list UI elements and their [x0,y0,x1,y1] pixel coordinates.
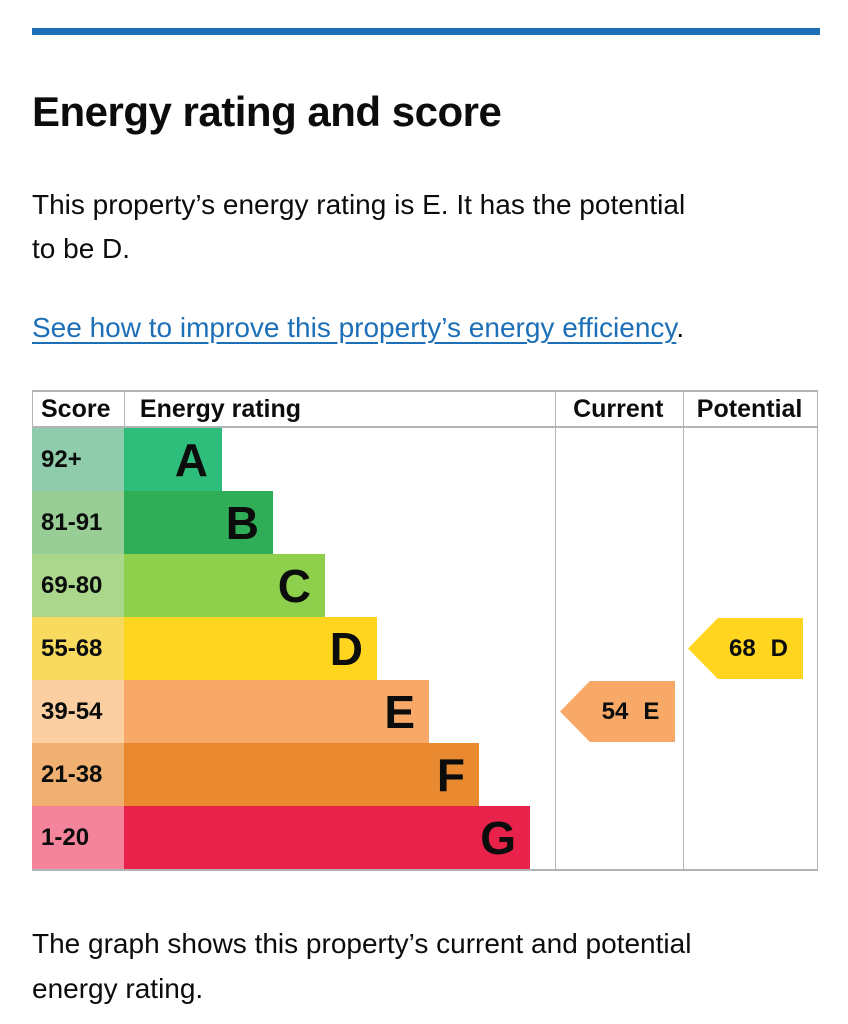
potential-rating-arrow-score: 68 [728,634,756,662]
band-row-b: 81-91 B [32,491,817,554]
band-row-e: 39-54 E [32,680,817,743]
header-left-border [32,392,33,428]
column-header-energy-rating: Energy rating [139,394,302,423]
band-row-c: 69-80 C [32,554,817,617]
chart-body: 92+ A 81-91 B 69-80 C 55-68 D 39-54 E 21-38 F 1-20 G 5… [32,428,817,869]
band-letter-c: C [277,559,311,612]
band-row-g: 1-20 G [32,806,817,869]
chart-caption-line-2: energy rating. [32,973,204,1004]
band-row-a: 92+ A [32,428,817,491]
rating-summary-line-1: This property’s energy rating is E. It h… [32,189,686,220]
band-bar-c: C [124,554,325,617]
band-bar-b: B [124,491,273,554]
score-range-g: 1-20 [32,806,124,869]
chart-header-row: Score Energy rating Current Potential [32,392,817,428]
band-letter-b: B [225,496,259,549]
score-range-d: 55-68 [32,617,124,680]
potential-column-divider [683,392,684,869]
current-rating-arrow-score: 54 [601,697,629,725]
rating-summary-text: This property’s energy rating is E. It h… [32,183,820,271]
link-period: . [676,312,685,343]
score-range-c: 69-80 [32,554,124,617]
score-range-b: 81-91 [32,491,124,554]
header-score-divider [124,392,125,428]
band-bar-a: A [124,428,222,491]
band-bar-d: D [124,617,377,680]
chart-caption: The graph shows this property’s current … [32,921,820,1011]
energy-rating-chart: Score Energy rating Current Potential 92… [32,390,818,871]
column-header-potential: Potential [696,394,803,423]
band-letter-a: A [174,433,208,486]
improve-efficiency-link[interactable]: See how to improve this property’s energ… [32,312,677,343]
section-divider [32,28,820,35]
chart-caption-line-1: The graph shows this property’s current … [32,928,692,959]
column-header-current: Current [573,394,664,423]
potential-rating-arrow-letter: D [770,634,789,662]
band-row-f: 21-38 F [32,743,817,806]
band-letter-e: E [384,685,415,738]
band-letter-f: F [436,748,465,801]
score-range-a: 92+ [32,428,124,491]
score-range-f: 21-38 [32,743,124,806]
band-row-d: 55-68 D [32,617,817,680]
score-range-e: 39-54 [32,680,124,743]
band-bar-e: E [124,680,429,743]
band-letter-g: G [480,811,516,864]
band-bar-f: F [124,743,479,806]
page-title: Energy rating and score [32,88,502,135]
band-letter-d: D [329,622,363,675]
band-bar-g: G [124,806,530,869]
current-column-divider [555,392,556,869]
improve-link-line: See how to improve this property’s energ… [32,311,820,345]
column-header-score: Score [41,394,111,423]
current-rating-arrow-letter: E [643,697,660,725]
epc-page: Energy rating and score This property’s … [0,28,848,1011]
rating-summary-line-2: to be D. [32,233,131,264]
